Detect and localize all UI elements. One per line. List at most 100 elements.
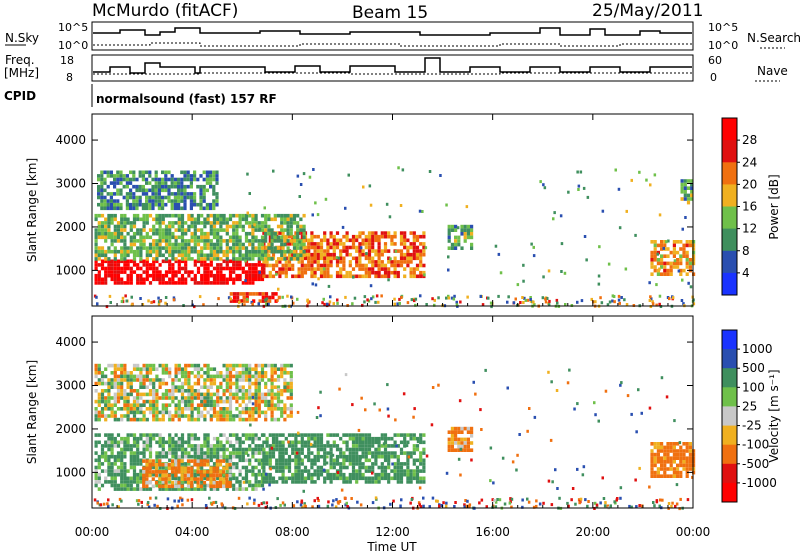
heatmap-cell	[120, 396, 124, 400]
heatmap-cell	[549, 438, 553, 442]
heatmap-cell	[357, 428, 361, 432]
heatmap-cell	[222, 363, 226, 368]
heatmap-cell	[152, 239, 156, 243]
heatmap-cell	[116, 433, 121, 437]
heatmap-cell	[262, 458, 266, 463]
heatmap-cell	[399, 249, 404, 253]
heatmap-cell	[186, 498, 190, 502]
heatmap-cell	[292, 221, 297, 225]
heatmap-cell	[307, 267, 311, 271]
heatmap-cell	[155, 270, 159, 274]
heatmap-cell	[238, 239, 242, 243]
heatmap-cell	[225, 249, 229, 254]
heatmap-cell	[339, 462, 343, 466]
heatmap-cell	[406, 245, 410, 250]
heatmap-cell	[238, 389, 242, 393]
heatmap-cell	[106, 184, 110, 189]
heatmap-cell	[399, 504, 402, 508]
heatmap-cell	[154, 462, 159, 467]
heatmap-cell	[94, 266, 98, 271]
heatmap-cell	[235, 436, 239, 441]
heatmap-cell	[203, 217, 207, 222]
heatmap-cell	[94, 363, 98, 368]
heatmap-cell	[409, 476, 413, 481]
heatmap-cell	[129, 281, 133, 285]
heatmap-cell	[415, 267, 420, 271]
heatmap-cell	[374, 260, 378, 264]
heatmap-cell	[235, 378, 239, 382]
heatmap-cell	[663, 470, 667, 475]
heatmap-cell	[653, 243, 657, 248]
heatmap-cell	[393, 256, 397, 261]
heatmap-cell	[509, 497, 512, 501]
heatmap-cell	[685, 243, 689, 248]
heatmap-cell	[601, 476, 604, 480]
heatmap-cell	[319, 390, 322, 394]
heatmap-cell	[196, 410, 201, 415]
heatmap-cell	[202, 188, 206, 193]
heatmap-cell	[581, 473, 585, 477]
heatmap-cell	[422, 440, 426, 445]
heatmap-cell	[152, 465, 156, 470]
heatmap-cell	[167, 195, 171, 200]
heatmap-cell	[351, 245, 356, 250]
heatmap-cell	[678, 441, 682, 445]
heatmap-cell	[273, 371, 277, 375]
heatmap-cell	[244, 458, 249, 463]
heatmap-cell	[371, 234, 375, 239]
heatmap-cell	[225, 231, 229, 236]
heatmap-cell	[316, 242, 320, 246]
heatmap-cell	[129, 458, 133, 463]
heatmap-cell	[332, 256, 336, 261]
heatmap-cell	[148, 454, 153, 459]
heatmap-cell	[132, 440, 137, 445]
heatmap-cell	[158, 381, 162, 386]
heatmap-cell	[619, 383, 622, 387]
heatmap-cell	[196, 470, 200, 474]
heatmap-cell	[199, 462, 203, 467]
heatmap-cell	[270, 446, 274, 450]
heatmap-cell	[216, 392, 220, 397]
heatmap-cell	[348, 263, 352, 268]
heatmap-cell	[132, 399, 137, 404]
heatmap-cell	[307, 433, 311, 437]
heatmap-cell	[171, 231, 175, 236]
heatmap-cell	[254, 487, 258, 491]
heatmap-cell	[624, 267, 628, 271]
heatmap-cell	[578, 501, 581, 505]
heatmap-cell	[120, 436, 124, 441]
heatmap-cell	[238, 371, 242, 375]
heatmap-cell	[248, 270, 252, 274]
heatmap-cell	[113, 392, 117, 397]
heatmap-cell	[361, 238, 365, 243]
heatmap-cell	[296, 235, 300, 240]
heatmap-cell	[97, 476, 101, 481]
heatmap-cell	[155, 417, 159, 422]
heatmap-cell	[132, 177, 136, 182]
heatmap-cell	[148, 188, 152, 193]
heatmap-cell	[244, 273, 249, 278]
heatmap-cell	[396, 433, 400, 437]
heatmap-cell	[418, 503, 421, 507]
heatmap-cell	[206, 231, 210, 236]
heatmap-cell	[171, 472, 175, 477]
heatmap-cell	[118, 497, 122, 501]
heatmap-cell	[216, 444, 220, 448]
heatmap-cell	[280, 407, 284, 411]
heatmap-cell	[329, 231, 333, 235]
heatmap-cell	[251, 253, 255, 258]
heatmap-cell	[373, 402, 376, 406]
heatmap-cell	[660, 240, 664, 244]
heatmap-cell	[260, 396, 265, 400]
heatmap-cell	[190, 470, 194, 474]
heatmap-cell	[460, 246, 464, 250]
heatmap-cell	[326, 256, 330, 261]
heatmap-cell	[186, 480, 191, 485]
heatmap-cell	[294, 440, 298, 445]
heatmap-cell	[668, 297, 671, 301]
heatmap-cell	[419, 476, 423, 481]
heatmap-cell	[228, 480, 232, 485]
heatmap-cell	[248, 396, 252, 400]
heatmap-cell	[219, 221, 223, 225]
